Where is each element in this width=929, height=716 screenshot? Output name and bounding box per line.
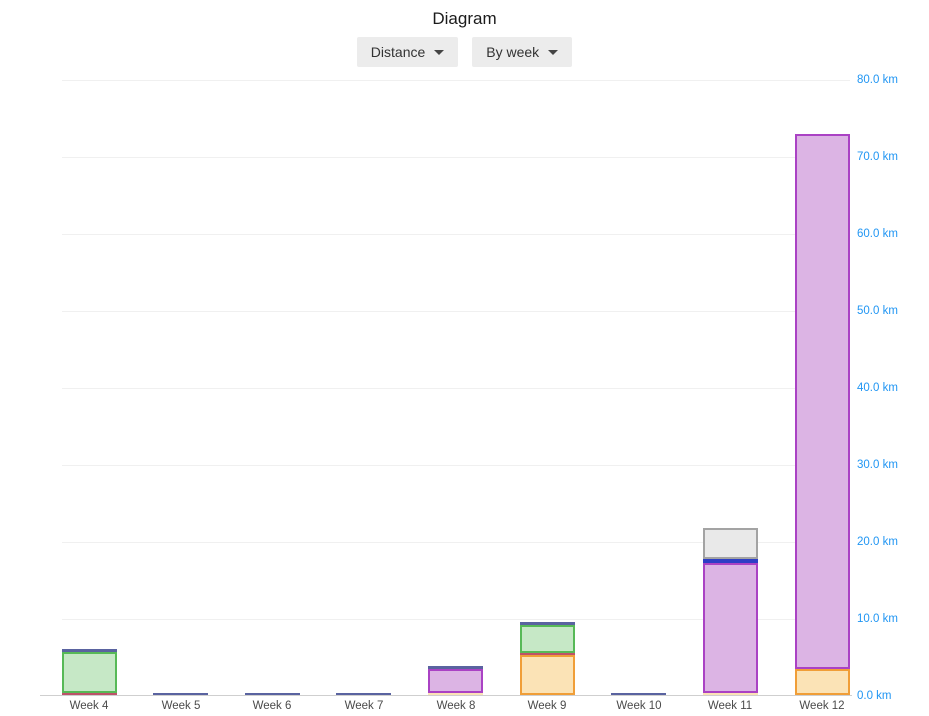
bar-segment-orange (428, 693, 483, 695)
metric-dropdown-label: Distance (370, 44, 426, 60)
x-axis-tick-label: Week 5 (161, 700, 201, 712)
x-axis-tick-label: Week 9 (527, 700, 567, 712)
y-axis-tick-label: 50.0 km (857, 305, 898, 317)
y-axis-tick-label: 60.0 km (857, 228, 898, 240)
x-axis-tick-label: Week 6 (252, 700, 292, 712)
bar-week-11 (703, 528, 758, 695)
bar-segment-navy (428, 666, 483, 669)
bar-segment-red (520, 653, 575, 655)
chart-plot-area (40, 80, 852, 696)
bar-segment-red (62, 693, 117, 695)
gridline-80km (62, 80, 850, 81)
y-axis-tick-label: 0.0 km (857, 690, 892, 702)
bar-segment-purple (703, 563, 758, 693)
x-axis-line (40, 695, 852, 696)
bar-week-5 (153, 693, 208, 695)
bar-segment-gray (703, 528, 758, 559)
y-axis-tick-label: 30.0 km (857, 459, 898, 471)
x-axis-tick-label: Week 11 (707, 700, 753, 712)
bar-segment-green (520, 625, 575, 653)
gridline-50km (62, 311, 850, 312)
x-axis-tick-label: Week 8 (436, 700, 476, 712)
bar-segment-orange (795, 669, 850, 695)
bar-segment-navy (62, 649, 117, 652)
y-axis-tick-label: 40.0 km (857, 382, 898, 394)
bar-segment-green (62, 652, 117, 693)
bar-segment-purple (428, 669, 483, 693)
y-axis-tick-label: 80.0 km (857, 74, 898, 86)
bar-segment-navy (611, 693, 666, 695)
x-axis-tick-label: Week 12 (799, 700, 845, 712)
gridline-10km (62, 619, 850, 620)
chevron-down-icon (434, 49, 445, 55)
gridline-60km (62, 234, 850, 235)
bar-segment-orange (520, 655, 575, 695)
bar-segment-navy (153, 693, 208, 695)
chevron-down-icon (548, 49, 559, 55)
bar-week-7 (336, 693, 391, 695)
bar-segment-navy (336, 693, 391, 695)
bar-segment-orange (703, 693, 758, 695)
bar-week-4 (62, 649, 117, 695)
chart-controls: Distance By week (0, 37, 929, 67)
gridline-70km (62, 157, 850, 158)
gridline-20km (62, 542, 850, 543)
grouping-dropdown-label: By week (486, 44, 540, 60)
y-axis-tick-label: 70.0 km (857, 151, 898, 163)
bar-week-6 (245, 693, 300, 695)
x-axis-tick-label: Week 4 (69, 700, 109, 712)
grouping-dropdown[interactable]: By week (472, 37, 573, 67)
metric-dropdown[interactable]: Distance (356, 37, 459, 67)
bar-segment-navy (245, 693, 300, 695)
bar-week-12 (795, 134, 850, 695)
y-axis-tick-label: 20.0 km (857, 536, 898, 548)
bar-segment-navy (520, 622, 575, 625)
bar-week-9 (520, 622, 575, 695)
bar-segment-blue (703, 559, 758, 563)
x-axis-tick-label: Week 10 (616, 700, 662, 712)
bar-segment-purple (795, 134, 850, 669)
bar-week-8 (428, 666, 483, 695)
gridline-40km (62, 388, 850, 389)
gridline-30km (62, 465, 850, 466)
page-title: Diagram (432, 9, 497, 28)
x-axis-tick-label: Week 7 (344, 700, 384, 712)
y-axis-tick-label: 10.0 km (857, 613, 898, 625)
bar-week-10 (611, 693, 666, 695)
